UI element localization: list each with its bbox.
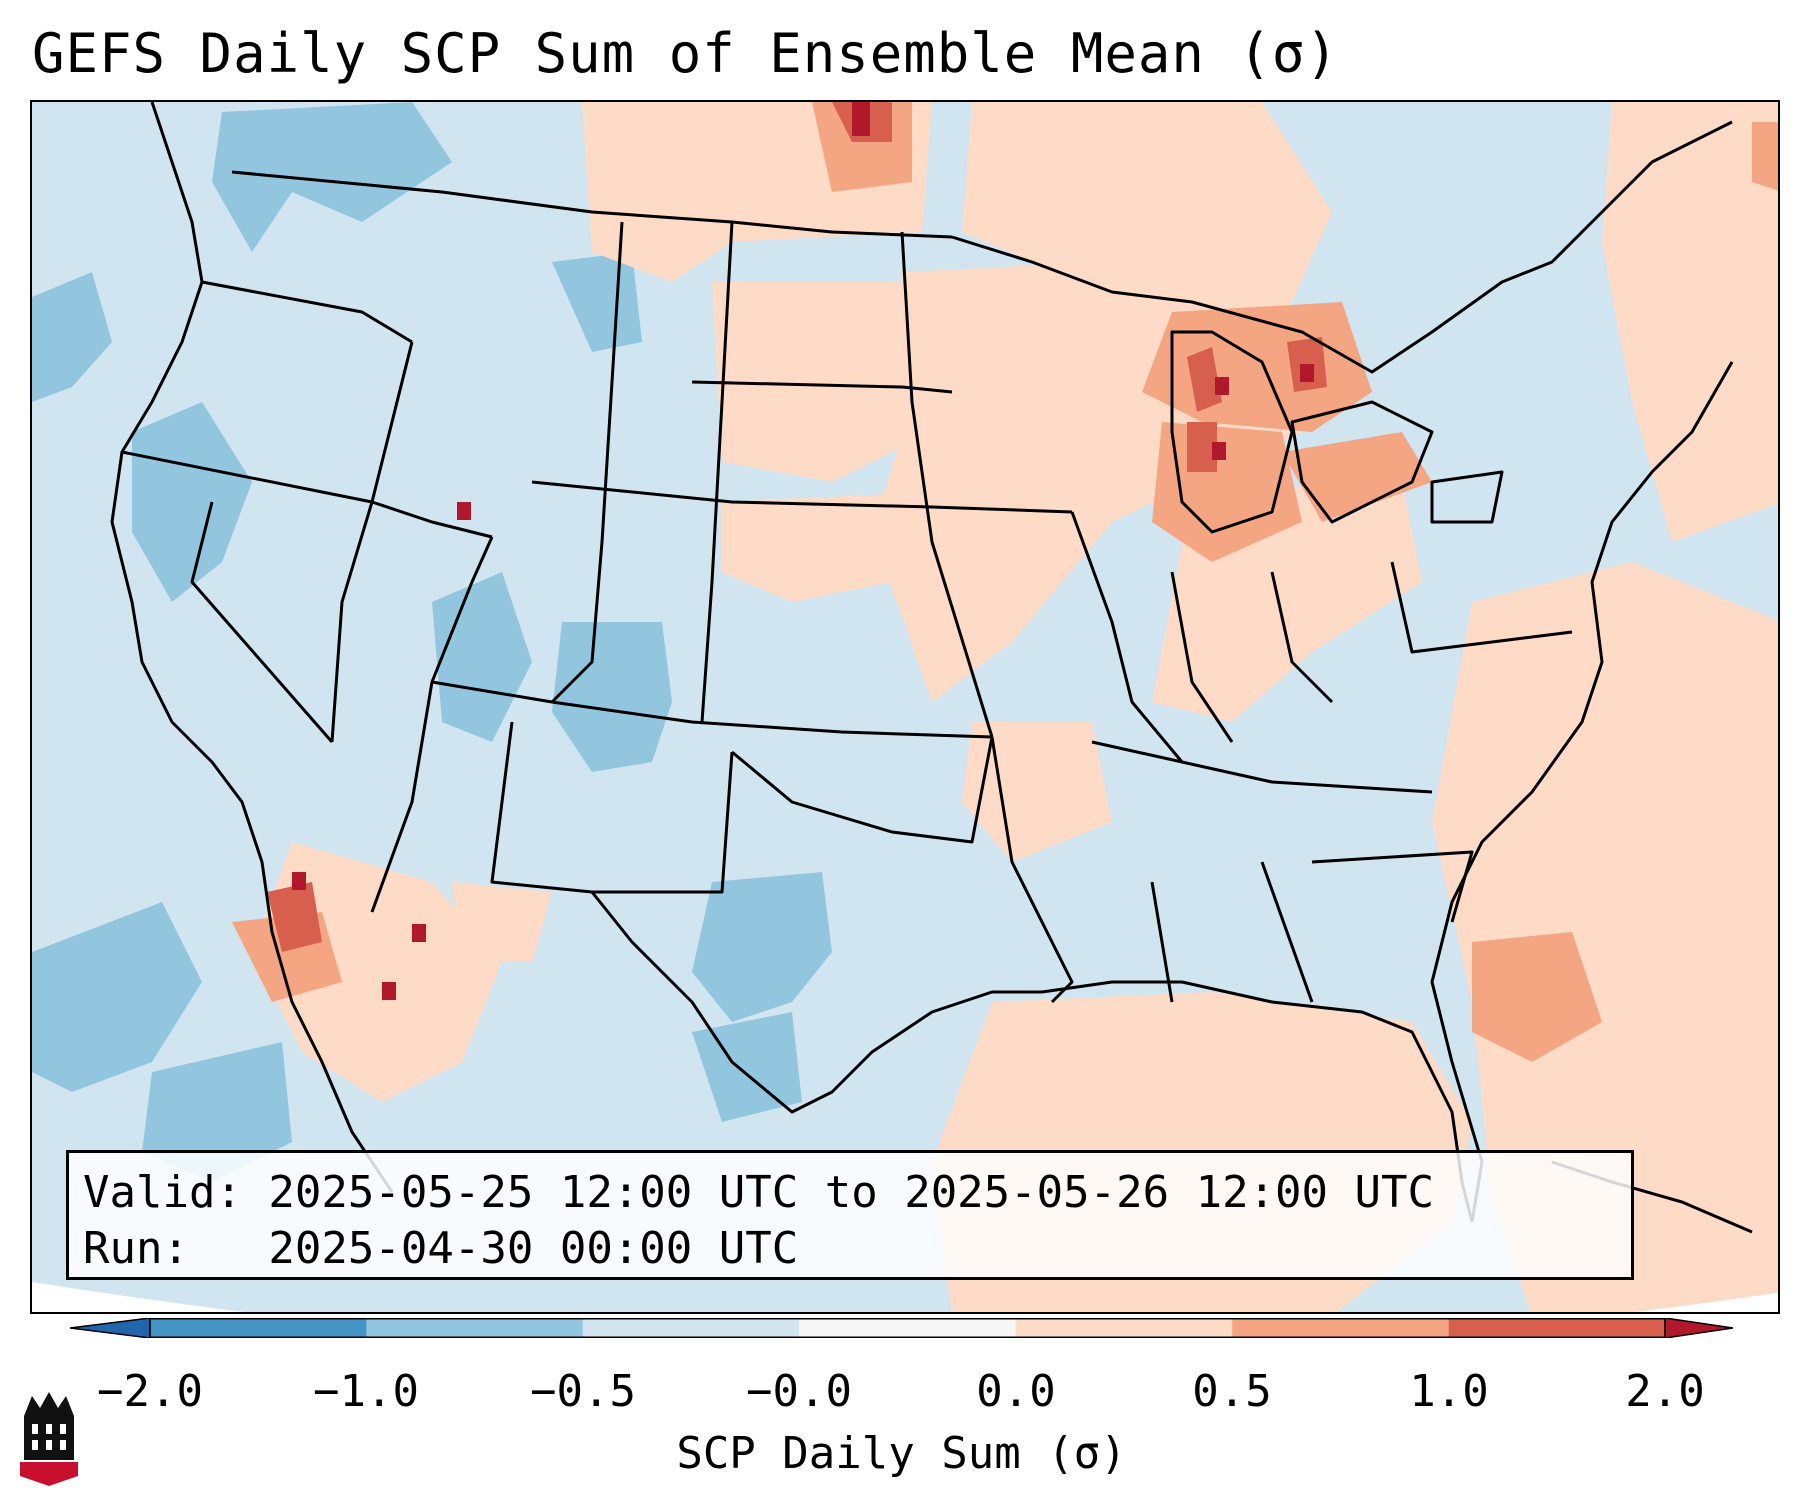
- colorbar-bin: [150, 1318, 367, 1338]
- colorbar-tick-label: 2.0: [1625, 1366, 1705, 1417]
- texas-gulf-coast: [590, 891, 1042, 1114]
- oklahoma-north-border: [431, 680, 993, 739]
- montana-wy-border: [550, 221, 624, 704]
- run-time-text: Run: 2025-04-30 00:00 UTC: [83, 1223, 799, 1274]
- patch-arizona-sonora: [452, 882, 552, 962]
- colorbar-tick-label: 1.0: [1409, 1366, 1489, 1417]
- chart-title: GEFS Daily SCP Sum of Ensemble Mean (σ): [32, 22, 1339, 85]
- lake-ontario-shore: [1430, 470, 1504, 524]
- patch-atlantic-east: [1432, 562, 1778, 1312]
- colorbar-bin: [1448, 1318, 1665, 1338]
- patch-mi-pixel-2: [1300, 364, 1314, 382]
- lake-huron-erie-shore: [1290, 400, 1434, 524]
- patch-bc: [212, 102, 452, 252]
- patch-michigan-west: [1187, 347, 1222, 412]
- patch-colorado: [552, 622, 672, 772]
- patch-west-texas: [692, 872, 832, 1022]
- colorbar-extend-high: [1664, 1318, 1733, 1338]
- alabama-georgia-border: [1260, 861, 1314, 1003]
- colorbar-outline: [149, 1318, 1666, 1338]
- carolinas-border: [1311, 850, 1474, 923]
- colorbar-bin: [1232, 1318, 1449, 1338]
- patch-baja-pixel: [292, 872, 306, 890]
- colorbar-bin: [799, 1318, 1016, 1338]
- lake-michigan-shore: [1170, 330, 1294, 534]
- washington-oregon-border: [201, 280, 413, 344]
- nebraska-south-border: [531, 480, 1073, 514]
- indiana-border: [1170, 571, 1234, 743]
- patch-baja-core: [267, 882, 322, 952]
- mississippi-alabama-border: [1150, 881, 1174, 1003]
- canada-border-west: [231, 170, 953, 239]
- patch-utah-pixel: [457, 502, 471, 520]
- patch-sonora-pixel: [412, 924, 426, 942]
- patch-michigan-south: [1187, 422, 1217, 472]
- patch-n-california: [132, 402, 252, 602]
- colorbar-tick-label: 0.0: [976, 1366, 1056, 1417]
- canada-border-east: [951, 120, 1733, 374]
- patch-mi-pixel-1: [1215, 377, 1229, 395]
- colorbar-tick-label: −2.0: [97, 1366, 203, 1417]
- louisiana-border: [990, 736, 1074, 1004]
- texas-north-border: [731, 736, 994, 844]
- colorbar-extend-low: [70, 1318, 151, 1338]
- patch-arkansas: [962, 722, 1112, 862]
- colorbar-tick-label: 0.5: [1192, 1366, 1272, 1417]
- patch-dakotas: [712, 282, 932, 482]
- colorbar-bin: [1015, 1318, 1233, 1338]
- validity-info-box: Valid: 2025-05-25 12:00 UTC to 2025-05-2…: [66, 1150, 1634, 1280]
- patch-ontario: [962, 102, 1332, 302]
- patch-nova-scotia: [1752, 122, 1778, 192]
- idaho-border: [330, 341, 414, 743]
- colorbar-bin: [366, 1318, 583, 1338]
- patch-atlantic-ga: [1472, 932, 1602, 1062]
- minnesota-border: [900, 231, 994, 738]
- colorbar-bin: [582, 1318, 800, 1338]
- colorbar-tick-label: −1.0: [313, 1366, 419, 1417]
- patch-nd-pixel: [852, 102, 870, 136]
- negative-anomaly-layer: [32, 102, 1182, 1312]
- new-mexico-border: [490, 721, 734, 894]
- patch-south-texas: [692, 1012, 802, 1122]
- tennessee-south-border: [1091, 740, 1433, 794]
- valid-time-text: Valid: 2025-05-25 12:00 UTC to 2025-05-2…: [83, 1167, 1435, 1218]
- niu-logo-icon: [20, 1392, 78, 1486]
- patch-lake-erie: [1282, 432, 1432, 522]
- illinois-border: [1070, 511, 1184, 763]
- patch-utah: [432, 572, 532, 742]
- ohio-west-border: [1270, 571, 1334, 704]
- dakotas-west-border: [700, 221, 734, 723]
- map-frame: [30, 100, 1780, 1314]
- extreme-positive-layer: [292, 102, 1314, 1000]
- patch-pacific-mexico: [142, 1042, 292, 1182]
- patch-atlantic-ne: [1602, 102, 1778, 542]
- colorbar-tick-label: −0.5: [530, 1366, 636, 1417]
- map-canvas: [32, 102, 1778, 1312]
- colorbar-label: SCP Daily Sum (σ): [676, 1428, 1127, 1479]
- patch-sinaloa-pixel: [382, 982, 396, 1000]
- colorbar: [70, 1318, 1733, 1338]
- oregon-california-border: [121, 450, 493, 539]
- patch-nebraska: [722, 492, 942, 602]
- patch-mi-pixel-3: [1212, 442, 1226, 460]
- pennsylvania-border: [1390, 561, 1573, 654]
- nd-sd-border: [691, 380, 953, 394]
- east-coastline: [1430, 361, 1734, 1223]
- nevada-border: [190, 501, 334, 743]
- colorbar-tick-label: −0.0: [746, 1366, 852, 1417]
- patch-pacific-sw: [32, 902, 202, 1092]
- patch-pacific-nw: [32, 272, 112, 402]
